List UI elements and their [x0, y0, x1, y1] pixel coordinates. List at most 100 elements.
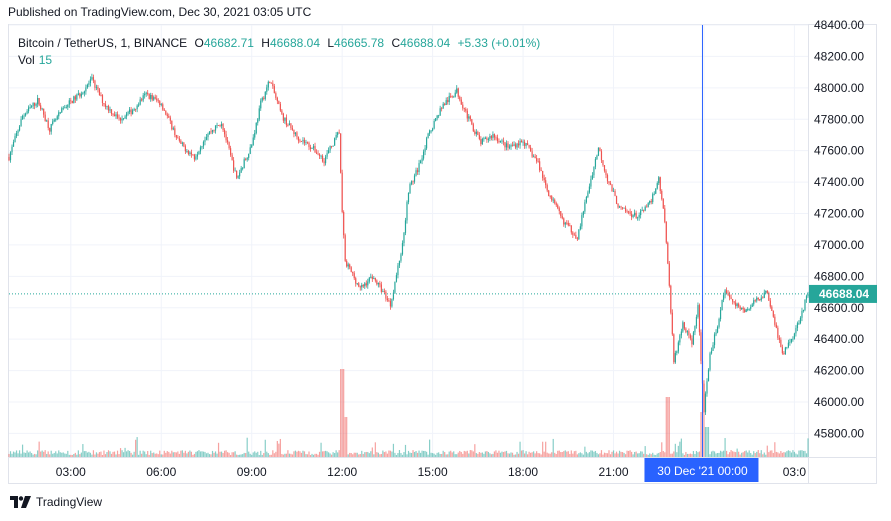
candle-body — [725, 290, 728, 294]
candle-body — [573, 234, 575, 236]
candle-body — [641, 209, 643, 211]
volume-bar — [462, 453, 464, 457]
candle-body — [147, 92, 149, 95]
candle-body — [567, 222, 569, 226]
candle-body — [101, 95, 104, 104]
volume-bar — [296, 451, 298, 457]
volume-bar — [89, 452, 92, 457]
candle-body — [795, 327, 797, 334]
volume-bar — [43, 451, 45, 457]
candle-body — [570, 225, 572, 233]
volume-bar — [162, 454, 164, 457]
candle-body — [260, 100, 262, 109]
volume-bar — [692, 451, 695, 457]
candle-body — [154, 97, 156, 99]
candle-body — [168, 115, 170, 118]
volume-bar — [70, 454, 72, 457]
candle-body — [26, 111, 28, 114]
candle-body — [504, 142, 506, 148]
volume-bar — [201, 451, 203, 457]
candle-body — [122, 118, 125, 120]
candle-body — [300, 141, 303, 142]
candle-body — [472, 124, 474, 132]
candle-body — [493, 134, 496, 138]
volume-bar — [180, 450, 182, 457]
candle-body — [201, 146, 203, 148]
volume-bar — [421, 450, 423, 457]
candle-body — [276, 97, 278, 102]
candle-body — [279, 104, 281, 111]
candle-body — [406, 202, 408, 221]
volume-bar — [457, 452, 459, 457]
candle-body — [718, 318, 720, 327]
candle-body — [338, 132, 340, 134]
volume-bar — [252, 452, 254, 457]
volume-bar — [76, 454, 78, 457]
candle-body — [489, 136, 491, 140]
candle-body — [759, 299, 761, 301]
volume-bar — [142, 450, 144, 457]
candle-body — [211, 129, 214, 133]
candle-body — [187, 151, 189, 154]
candle-body — [575, 234, 577, 239]
candle-body — [620, 206, 622, 208]
volume-bar — [380, 453, 382, 457]
candle-body — [362, 284, 364, 287]
candle-body — [40, 105, 42, 110]
candle-body — [487, 139, 489, 140]
volume-bar — [762, 454, 764, 457]
volume-bar — [649, 453, 651, 457]
volume-bar — [337, 452, 339, 457]
candle-body — [744, 309, 746, 313]
candle-body — [741, 307, 743, 309]
candle-body — [682, 322, 684, 332]
candle-body — [689, 335, 692, 339]
candle-body — [165, 110, 167, 115]
candle-body — [65, 107, 67, 109]
volume-bar — [567, 451, 569, 457]
volume-bar — [97, 453, 99, 457]
candle-body — [549, 196, 551, 197]
volume-bar — [783, 452, 785, 457]
volume-bar — [704, 427, 707, 457]
candle-body — [76, 94, 78, 100]
candle-body — [456, 88, 458, 93]
candle-body — [23, 115, 25, 117]
candle-body — [388, 300, 390, 302]
volume-bar — [624, 454, 627, 457]
y-tick-label: 46600.00 — [814, 301, 864, 315]
candle-body — [190, 152, 193, 155]
candle-body — [650, 201, 652, 203]
volume-bar — [781, 452, 783, 457]
volume-bar — [612, 450, 615, 457]
volume-bar — [769, 450, 771, 457]
volume-bar — [147, 451, 149, 457]
volume-bar — [747, 452, 749, 457]
candle-body — [617, 203, 619, 208]
volume-bar — [603, 452, 606, 457]
volume-bar — [412, 450, 414, 457]
candle-body — [118, 117, 120, 119]
last-price-badge — [809, 284, 877, 303]
volume-bar — [8, 453, 10, 457]
candle-body — [216, 125, 218, 126]
volume-bar — [213, 452, 215, 457]
volume-bar — [489, 453, 491, 457]
volume-bar — [328, 452, 330, 457]
volume-bar — [175, 452, 177, 457]
footer-brand[interactable]: TradingView — [10, 495, 102, 509]
volume-bar — [311, 453, 313, 457]
volume-bar — [677, 445, 679, 457]
candle-body — [112, 113, 114, 115]
volume-bar — [566, 451, 568, 457]
candle-body — [401, 243, 404, 255]
volume-bar — [294, 450, 297, 457]
volume-bar — [382, 450, 384, 457]
candle-body — [195, 156, 197, 160]
volume-bar — [73, 453, 75, 457]
volume-bar — [596, 452, 598, 457]
volume-bar — [392, 443, 395, 457]
volume-bar — [493, 451, 496, 457]
volume-bar — [549, 453, 551, 457]
